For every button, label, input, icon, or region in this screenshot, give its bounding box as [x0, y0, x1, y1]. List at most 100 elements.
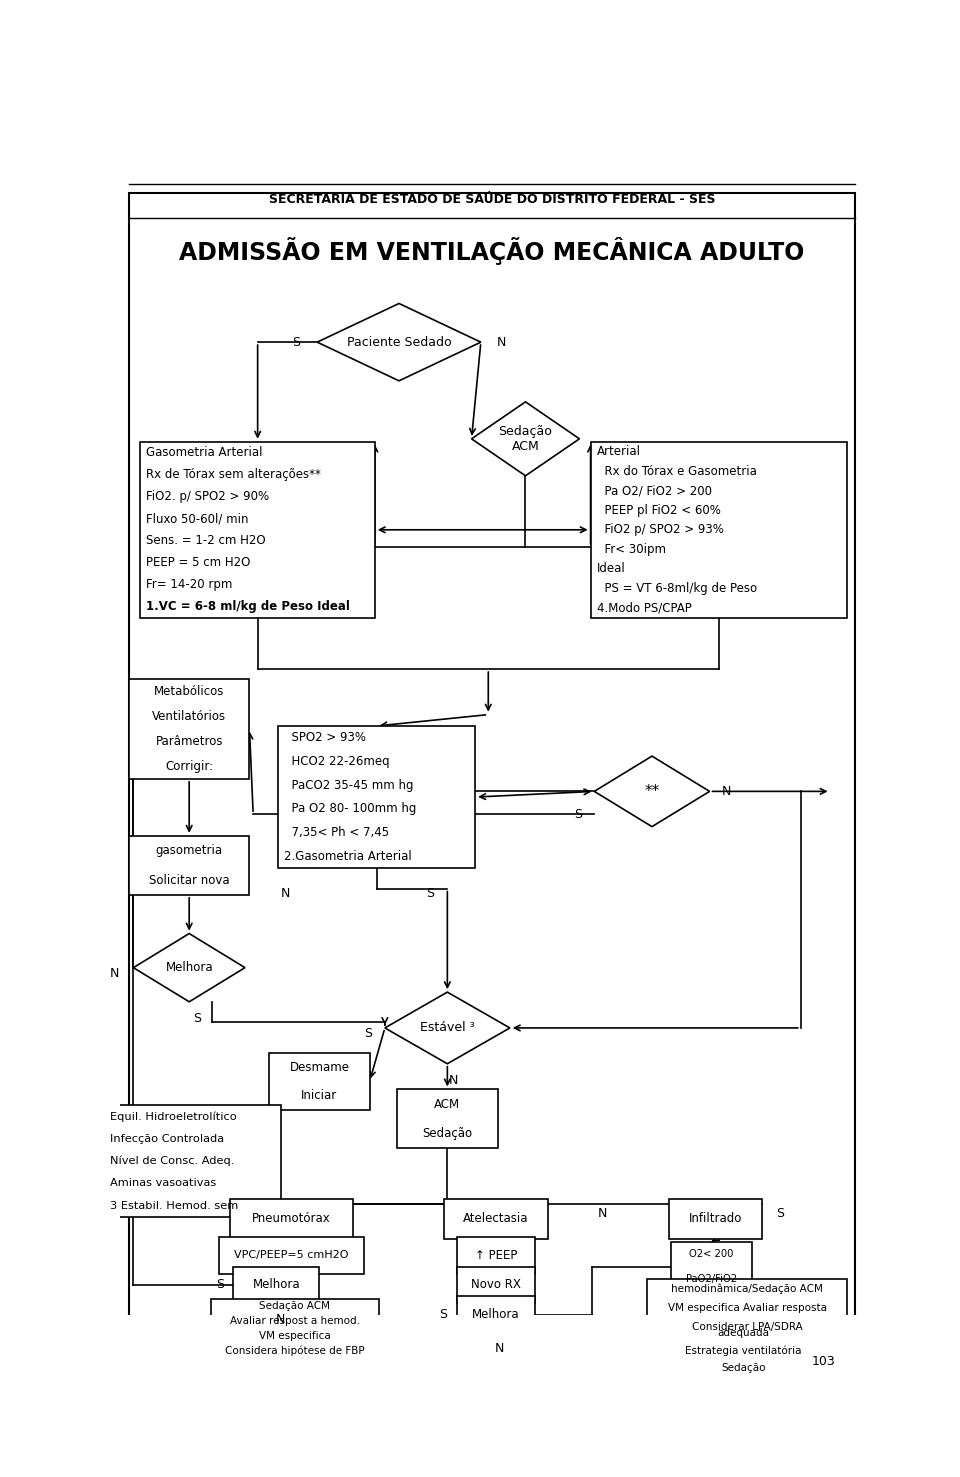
FancyBboxPatch shape [229, 1198, 352, 1239]
Text: Desmame: Desmame [289, 1060, 349, 1074]
Text: gasometria: gasometria [156, 843, 223, 857]
Text: Sens. = 1-2 cm H2O: Sens. = 1-2 cm H2O [147, 535, 266, 548]
FancyBboxPatch shape [211, 1298, 378, 1357]
Text: Rx do Tórax e Gasometria: Rx do Tórax e Gasometria [596, 465, 756, 477]
Text: PEEP = 5 cm H2O: PEEP = 5 cm H2O [147, 557, 251, 569]
Text: SPO2 > 93%: SPO2 > 93% [284, 731, 366, 744]
FancyBboxPatch shape [457, 1267, 535, 1303]
Text: S: S [193, 1012, 201, 1025]
Text: Nível de Consc. Adeq.: Nível de Consc. Adeq. [110, 1155, 234, 1167]
Polygon shape [385, 993, 510, 1063]
Text: S: S [440, 1309, 447, 1320]
Text: Sedação
ACM: Sedação ACM [498, 425, 552, 453]
Text: Atelectasia: Atelectasia [463, 1213, 528, 1226]
Text: hemodinâmica/Sedação ACM: hemodinâmica/Sedação ACM [671, 1284, 823, 1294]
Text: Estrategia ventilatória: Estrategia ventilatória [685, 1346, 802, 1356]
Text: VPC/PEEP=5 cmH2O: VPC/PEEP=5 cmH2O [234, 1251, 348, 1260]
Text: ADMISSÃO EM VENTILAÇÃO MECÂNICA ADULTO: ADMISSÃO EM VENTILAÇÃO MECÂNICA ADULTO [180, 238, 804, 266]
Text: Sedação: Sedação [422, 1127, 472, 1140]
Polygon shape [133, 933, 245, 1001]
Text: S: S [365, 1027, 372, 1040]
Text: Metabólicos: Metabólicos [154, 685, 225, 697]
Text: SECRETARIA DE ESTADO DE SAÚDE DO DISTRITO FEDERAL - SES: SECRETARIA DE ESTADO DE SAÚDE DO DISTRIT… [269, 193, 715, 207]
Text: Equil. Hidroeletrolítico: Equil. Hidroeletrolítico [110, 1111, 237, 1121]
FancyBboxPatch shape [129, 836, 250, 895]
Text: VM especifica Avaliar resposta: VM especifica Avaliar resposta [668, 1303, 827, 1313]
FancyBboxPatch shape [397, 1090, 497, 1149]
Text: Infecção Controlada: Infecção Controlada [110, 1134, 225, 1143]
FancyBboxPatch shape [278, 727, 475, 868]
Text: Paciente Sedado: Paciente Sedado [347, 335, 451, 349]
FancyBboxPatch shape [129, 679, 250, 778]
FancyBboxPatch shape [670, 1325, 817, 1377]
Text: FiO2 p/ SPO2 > 93%: FiO2 p/ SPO2 > 93% [596, 523, 724, 536]
Text: Parâmetros: Parâmetros [156, 736, 223, 747]
Text: PaO2/FiO2: PaO2/FiO2 [685, 1275, 737, 1285]
Polygon shape [317, 303, 481, 381]
FancyBboxPatch shape [457, 1297, 535, 1332]
Text: Fr< 30ipm: Fr< 30ipm [596, 544, 665, 555]
Text: Iniciar: Iniciar [301, 1089, 338, 1102]
Text: Ventilatórios: Ventilatórios [152, 710, 227, 722]
Text: 4.Modo PS/CPAP: 4.Modo PS/CPAP [596, 601, 691, 614]
Text: Considerar LPA/SDRA: Considerar LPA/SDRA [692, 1322, 803, 1332]
Text: adequada: adequada [717, 1328, 770, 1338]
Text: ↑ PEEP: ↑ PEEP [474, 1250, 516, 1261]
Text: N: N [597, 1207, 607, 1220]
FancyBboxPatch shape [444, 1198, 548, 1239]
Text: N: N [110, 967, 119, 979]
FancyBboxPatch shape [647, 1279, 847, 1337]
Text: 7,35< Ph < 7,45: 7,35< Ph < 7,45 [284, 826, 389, 839]
Text: PaCO2 35-45 mm hg: PaCO2 35-45 mm hg [284, 778, 414, 792]
Polygon shape [471, 402, 580, 476]
Text: N: N [494, 1343, 504, 1356]
Text: Gasometria Arterial: Gasometria Arterial [147, 446, 263, 459]
Text: S: S [293, 335, 300, 349]
Text: Melhora: Melhora [165, 962, 213, 975]
Text: PS = VT 6-8ml/kg de Peso: PS = VT 6-8ml/kg de Peso [596, 582, 756, 595]
Text: N: N [721, 784, 731, 798]
Text: Pa O2 80- 100mm hg: Pa O2 80- 100mm hg [284, 802, 417, 815]
Text: Arterial: Arterial [596, 445, 640, 458]
Text: Fr= 14-20 rpm: Fr= 14-20 rpm [147, 579, 232, 591]
FancyBboxPatch shape [671, 1242, 752, 1292]
FancyBboxPatch shape [269, 1053, 370, 1109]
Text: S: S [777, 1207, 784, 1220]
Text: 1.VC = 6-8 ml/kg de Peso Ideal: 1.VC = 6-8 ml/kg de Peso Ideal [147, 601, 350, 613]
Text: N: N [448, 1074, 458, 1087]
Text: N: N [281, 886, 290, 899]
Text: Infiltrado: Infiltrado [688, 1213, 742, 1226]
Text: Melhora: Melhora [252, 1279, 300, 1291]
Text: 2.Gasometria Arterial: 2.Gasometria Arterial [284, 849, 412, 863]
Text: VM especifica: VM especifica [259, 1331, 330, 1341]
Text: S: S [216, 1279, 224, 1291]
Text: Sedação: Sedação [721, 1363, 766, 1374]
Text: Fluxo 50-60l/ min: Fluxo 50-60l/ min [147, 513, 249, 526]
Text: N: N [497, 335, 506, 349]
FancyBboxPatch shape [219, 1238, 364, 1273]
FancyBboxPatch shape [457, 1238, 535, 1273]
Text: N: N [276, 1313, 285, 1325]
Text: Solicitar nova: Solicitar nova [149, 873, 229, 886]
FancyBboxPatch shape [105, 1105, 281, 1217]
FancyBboxPatch shape [590, 442, 848, 617]
Text: Corrigir:: Corrigir: [165, 759, 213, 772]
Text: Pneumotórax: Pneumotórax [252, 1213, 330, 1226]
Text: PEEP pl FiO2 < 60%: PEEP pl FiO2 < 60% [596, 504, 720, 517]
Text: Rx de Tórax sem alterações**: Rx de Tórax sem alterações** [147, 468, 322, 482]
Text: Estável ³: Estável ³ [420, 1022, 474, 1034]
Text: Aminas vasoativas: Aminas vasoativas [110, 1179, 217, 1189]
Text: Ideal: Ideal [596, 563, 625, 576]
Text: Sedação ACM: Sedação ACM [259, 1301, 330, 1312]
Text: Melhora: Melhora [472, 1309, 519, 1320]
Text: O2< 200: O2< 200 [689, 1250, 733, 1260]
Text: HCO2 22-26meq: HCO2 22-26meq [284, 755, 390, 768]
Text: Novo RX: Novo RX [470, 1279, 520, 1291]
FancyBboxPatch shape [669, 1198, 761, 1239]
Polygon shape [594, 756, 709, 827]
Text: Pa O2/ FiO2 > 200: Pa O2/ FiO2 > 200 [596, 484, 711, 498]
Text: Avaliar respost a hemod.: Avaliar respost a hemod. [229, 1316, 360, 1326]
Text: 103: 103 [812, 1354, 836, 1368]
Text: S: S [574, 808, 582, 821]
Text: S: S [426, 886, 435, 899]
